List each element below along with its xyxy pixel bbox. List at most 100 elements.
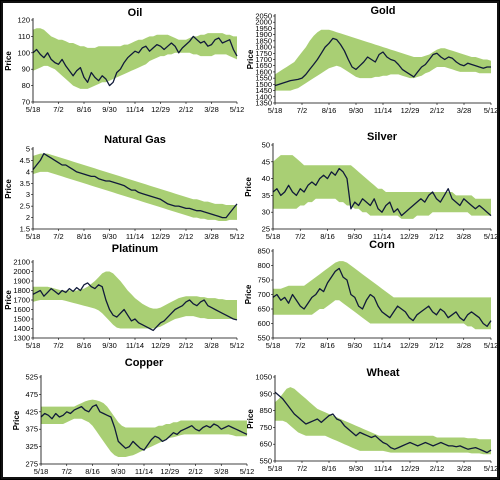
- y-tick-label: 475: [25, 390, 38, 399]
- x-tick-label: 5/12: [240, 467, 255, 476]
- panel-natural-gas: Natural Gas 1.5 2 2.5 3 3.5 4 4.5 5 5/18 7/2 8/16 9/…: [4, 134, 244, 241]
- y-tick-label: 1.5: [20, 225, 30, 234]
- y-tick-label: 1400: [13, 324, 30, 333]
- price-line: [274, 37, 491, 87]
- y-tick-label: 1700: [13, 296, 30, 305]
- x-tick-label: 9/30: [349, 464, 364, 473]
- x-tick-label: 11/14: [126, 341, 144, 350]
- y-axis-label: Price: [4, 179, 13, 199]
- x-tick-label: 7/2: [53, 232, 63, 241]
- x-tick-label: 5/18: [26, 341, 41, 350]
- y-tick-label: 4: [26, 167, 30, 176]
- price-line: [272, 167, 492, 217]
- y-tick-label: 750: [259, 423, 272, 432]
- x-tick-label: 12/29: [151, 232, 170, 241]
- x-tick-label: 7/2: [62, 467, 72, 476]
- x-tick-label: 5/12: [230, 232, 245, 241]
- y-tick-label: 1500: [13, 315, 30, 324]
- panel-oil: Oil 70 80 90 100 110 120 5/18 7/2 8/16 9/30 11/14 12…: [4, 7, 244, 114]
- y-axis-label: Price: [12, 410, 21, 430]
- x-tick-label: 11/14: [135, 467, 153, 476]
- y-tick-label: 1950: [255, 24, 272, 33]
- y-tick-label: 2.5: [20, 202, 30, 211]
- x-tick-label: 5/18: [268, 106, 283, 115]
- y-tick-label: 1850: [255, 36, 272, 45]
- y-tick-label: 2000: [13, 267, 30, 276]
- panel-gold: Gold 135014001450150015501600165017001750…: [246, 5, 497, 115]
- price-line: [272, 267, 492, 328]
- y-tick-label: 100: [17, 48, 30, 57]
- x-tick-label: 9/30: [111, 467, 126, 476]
- x-tick-label: 11/14: [374, 464, 392, 473]
- x-tick-label: 11/14: [126, 232, 144, 241]
- y-tick-label: 425: [25, 407, 38, 416]
- chart-title: Corn: [369, 239, 395, 251]
- x-tick-label: 9/30: [349, 106, 364, 115]
- x-tick-label: 5/18: [26, 232, 41, 241]
- y-tick-label: 1900: [255, 30, 272, 39]
- y-tick-label: 80: [22, 81, 30, 90]
- y-tick-label: 1600: [255, 67, 272, 76]
- x-tick-label: 5/18: [266, 341, 281, 350]
- x-tick-label: 3/28: [204, 105, 219, 114]
- y-tick-label: 650: [259, 440, 272, 449]
- x-tick-label: 3/28: [457, 464, 472, 473]
- x-tick-label: 12/29: [400, 232, 419, 241]
- x-tick-label: 7/2: [295, 341, 305, 350]
- y-tick-label: 1800: [13, 286, 30, 295]
- x-tick-label: 7/2: [53, 105, 63, 114]
- x-tick-label: 2/12: [179, 232, 194, 241]
- y-tick-label: 525: [25, 373, 38, 382]
- price-line: [32, 152, 238, 219]
- y-tick-label: 90: [22, 65, 30, 74]
- y-tick-label: 45: [262, 157, 270, 166]
- x-tick-label: 3/28: [204, 232, 219, 241]
- x-tick-label: 2/12: [179, 105, 194, 114]
- y-axis-label: Price: [244, 284, 253, 304]
- x-tick-label: 12/29: [400, 341, 419, 350]
- y-tick-label: 3: [26, 190, 30, 199]
- x-tick-label: 12/29: [401, 464, 420, 473]
- x-tick-label: 3/28: [214, 467, 229, 476]
- panel-corn: Corn 550 600 650 700 750 800 850 5/18 7/2 8/16 9/30…: [244, 239, 497, 350]
- x-tick-label: 8/16: [322, 106, 337, 115]
- y-tick-label: 325: [25, 442, 38, 451]
- y-tick-label: 850: [259, 406, 272, 415]
- x-tick-label: 5/12: [484, 464, 497, 473]
- range-band: [275, 29, 491, 91]
- x-tick-label: 11/14: [126, 105, 144, 114]
- y-tick-label: 30: [262, 208, 270, 217]
- y-tick-label: 1650: [255, 61, 272, 70]
- y-tick-label: 2100: [13, 258, 30, 267]
- x-tick-label: 11/14: [373, 232, 391, 241]
- y-tick-label: 650: [257, 305, 270, 314]
- chart-title: Copper: [125, 357, 164, 369]
- y-tick-label: 850: [257, 247, 270, 256]
- x-tick-label: 12/29: [151, 105, 170, 114]
- y-axis-label: Price: [4, 51, 13, 71]
- price-line: [32, 35, 238, 87]
- panel-platinum: Platinum 13001400150016001700180019002000…: [4, 243, 244, 350]
- panel-silver: Silver 25 30 35 40 45 50 5/18 7/2 8/16 9/30 11/14 12…: [244, 131, 497, 241]
- y-tick-label: 750: [257, 276, 270, 285]
- range-band: [33, 271, 237, 329]
- x-tick-label: 9/30: [102, 341, 117, 350]
- x-tick-label: 7/2: [297, 464, 307, 473]
- chart-title: Oil: [128, 7, 143, 19]
- range-band: [273, 155, 491, 219]
- x-tick-label: 9/30: [102, 232, 117, 241]
- x-tick-label: 7/2: [297, 106, 307, 115]
- x-tick-label: 2/12: [179, 341, 194, 350]
- price-line: [274, 391, 492, 454]
- x-tick-label: 11/14: [374, 106, 392, 115]
- x-tick-label: 5/18: [34, 467, 49, 476]
- x-tick-label: 8/16: [77, 232, 92, 241]
- x-tick-label: 12/29: [160, 467, 179, 476]
- y-tick-label: 1700: [255, 55, 272, 64]
- y-tick-label: 2000: [255, 18, 272, 27]
- y-tick-label: 800: [257, 261, 270, 270]
- x-tick-label: 2/12: [429, 341, 444, 350]
- x-tick-label: 5/12: [484, 232, 497, 241]
- range-band: [275, 387, 491, 455]
